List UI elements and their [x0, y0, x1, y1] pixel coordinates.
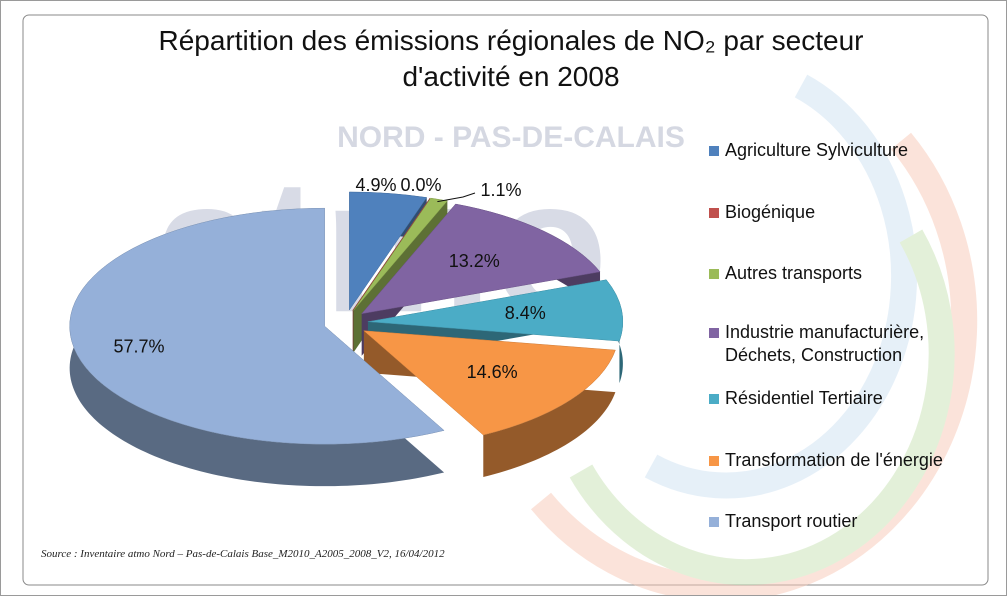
data-label: 8.4% [505, 303, 546, 323]
legend-item: Transformation de l'énergie [709, 449, 999, 472]
chart-title: Répartition des émissions régionales de … [158, 25, 864, 92]
legend-item: Transport routier [709, 510, 999, 533]
legend-label: Autres transports [725, 263, 863, 283]
slice [361, 203, 601, 315]
legend-swatch [709, 269, 719, 279]
slice [367, 279, 624, 342]
legend-swatch [709, 208, 719, 218]
data-label: 14.6% [467, 362, 518, 382]
chart-border [22, 14, 989, 586]
legend-label: Agriculture Sylviculture [725, 140, 909, 160]
slice [69, 207, 445, 445]
legend-label: Transformation de l'énergie [725, 450, 943, 470]
data-label: 13.2% [449, 251, 500, 271]
data-labels: 4.9% 0.0% 1.1% 13.2% 8.4% 14.6% 57.7% [114, 175, 546, 382]
source: Source : Inventaire atmo Nord – Pas-de-C… [41, 548, 445, 560]
legend-swatch [709, 517, 719, 527]
legend-swatch [709, 146, 719, 156]
slice-side [69, 208, 445, 487]
legend-swatch [709, 328, 719, 338]
legend-item: Industrie manufacturière, Déchets, Const… [709, 321, 999, 367]
slice-tops [69, 191, 624, 445]
leader-line [437, 192, 476, 203]
slice [353, 197, 448, 311]
slice [349, 191, 428, 311]
legend-item: Agriculture Sylviculture [709, 139, 999, 162]
legend-item: Biogénique [709, 201, 999, 224]
data-label: 57.7% [114, 336, 165, 356]
legend-swatch [709, 394, 719, 404]
slice [363, 330, 616, 436]
legend-label: Résidentiel Tertiaire [725, 388, 883, 408]
watermark-region: NORD - PAS-DE-CALAIS [337, 121, 685, 154]
legend-item: Autres transports [709, 262, 999, 285]
legend-label: Industrie manufacturière, Déchets, Const… [725, 322, 925, 365]
legend-item: Résidentiel Tertiaire [709, 387, 999, 410]
data-label: 4.9% [355, 175, 396, 195]
legend-swatch [709, 456, 719, 466]
decor [530, 74, 978, 595]
legend-label: Biogénique [725, 202, 816, 222]
legend-label: Transport routier [725, 511, 858, 531]
data-label: 0.0% [400, 175, 441, 195]
data-label: 1.1% [480, 180, 521, 200]
